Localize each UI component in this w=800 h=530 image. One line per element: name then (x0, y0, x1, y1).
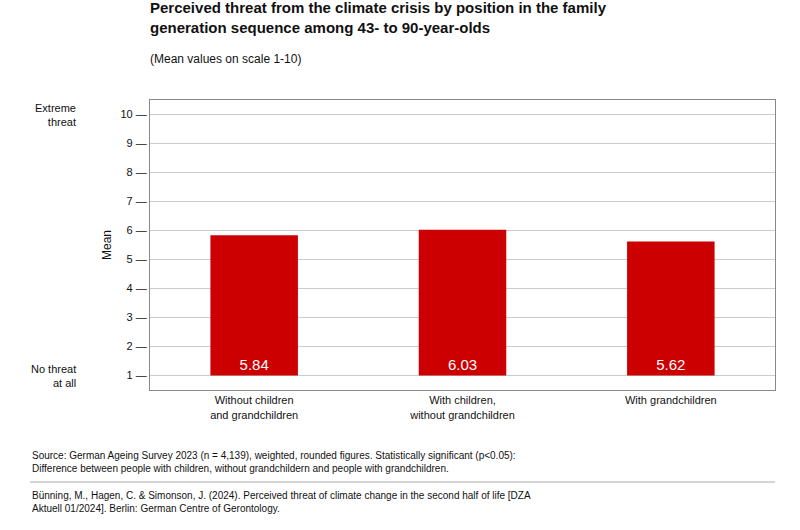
svg-text:Without childrenand grandchild: Without childrenand grandchildren (210, 394, 298, 420)
svg-text:Perceived threat from the clim: Perceived threat from the climate crisis… (150, 0, 607, 36)
svg-text:(Mean values on scale 1-10): (Mean values on scale 1-10) (150, 52, 301, 66)
svg-text:1 —: 1 — (127, 369, 147, 381)
svg-text:10 —: 10 — (121, 108, 147, 120)
svg-text:8 —: 8 — (127, 166, 147, 178)
svg-text:5 —: 5 — (127, 253, 147, 265)
svg-text:5.62: 5.62 (656, 356, 685, 373)
svg-text:9 —: 9 — (127, 137, 147, 149)
svg-text:No threatat all: No threatat all (31, 363, 76, 389)
svg-text:Extremethreat: Extremethreat (35, 102, 76, 128)
svg-text:With children,without grandchi: With children,without grandchildren (409, 394, 515, 420)
svg-text:2 —: 2 — (127, 340, 147, 352)
svg-text:With grandchildren: With grandchildren (625, 394, 717, 406)
svg-text:4 —: 4 — (127, 282, 147, 294)
svg-text:6 —: 6 — (127, 224, 147, 236)
svg-text:7 —: 7 — (127, 195, 147, 207)
svg-text:5.84: 5.84 (240, 356, 269, 373)
svg-text:Mean: Mean (100, 230, 114, 260)
svg-text:Source: German Ageing Survey 2: Source: German Ageing Survey 2023 (n = 4… (32, 450, 516, 474)
svg-text:3 —: 3 — (127, 311, 147, 323)
svg-text:Bünning, M., Hagen, C. & Simon: Bünning, M., Hagen, C. & Simonson, J. (2… (32, 490, 531, 514)
svg-text:6.03: 6.03 (448, 356, 477, 373)
